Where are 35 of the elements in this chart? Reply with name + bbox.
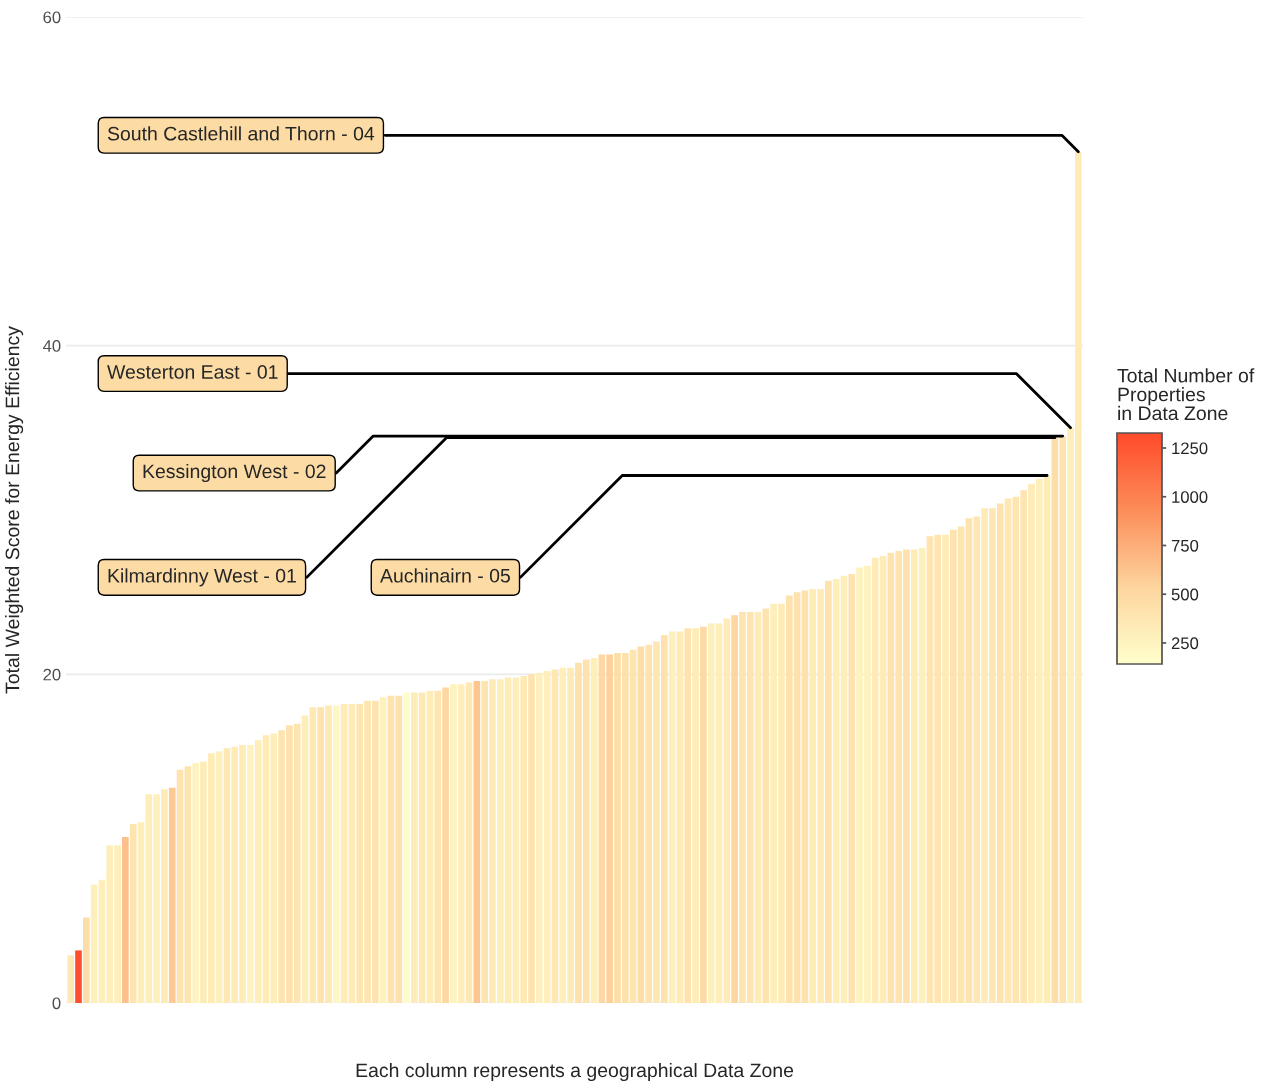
annotation: Auchinairn - 05 <box>380 568 510 583</box>
bar <box>176 769 184 1003</box>
y-tick-label: 40 <box>42 340 61 352</box>
color-bar-label: 500 <box>1171 588 1199 601</box>
color-bar-label: 1250 <box>1172 442 1208 455</box>
bar <box>67 955 75 1003</box>
bar <box>75 950 82 1003</box>
bar <box>184 766 192 1003</box>
color-bar-label: 750 <box>1171 539 1199 552</box>
bar <box>473 680 481 1003</box>
y-axis-title: Total Weighted Score for Energy Efficiency <box>5 326 24 694</box>
color-bar-label: 1000 <box>1172 491 1208 503</box>
annotation: Westerton East - 01 <box>107 365 278 379</box>
y-tick-label: 0 <box>52 997 61 1010</box>
bar <box>332 705 340 1003</box>
annotation: South Castlehill and Thorn - 04 <box>107 126 375 141</box>
bar <box>700 626 707 1003</box>
bar <box>122 837 129 1003</box>
y-tick-label: 20 <box>43 668 61 681</box>
bar <box>668 631 676 1003</box>
y-tick-label: 60 <box>43 11 61 24</box>
bar <box>82 917 90 1003</box>
annotation: Kilmardinny West - 01 <box>108 568 296 587</box>
color-bar-label: 250 <box>1171 637 1199 650</box>
bar <box>90 884 98 1003</box>
color-bar-title: Total Number of Properties in Data Zone <box>1117 368 1255 421</box>
bar <box>379 697 387 1003</box>
bar <box>731 615 738 1003</box>
x-axis-title: Each column represents a geographical Data Zone <box>356 1062 794 1082</box>
bar <box>403 692 410 1003</box>
bar <box>340 703 348 1003</box>
bar <box>168 787 176 1003</box>
bar <box>129 823 137 1003</box>
annotation: Kessington West - 02 <box>143 463 326 483</box>
bar <box>442 687 449 1003</box>
